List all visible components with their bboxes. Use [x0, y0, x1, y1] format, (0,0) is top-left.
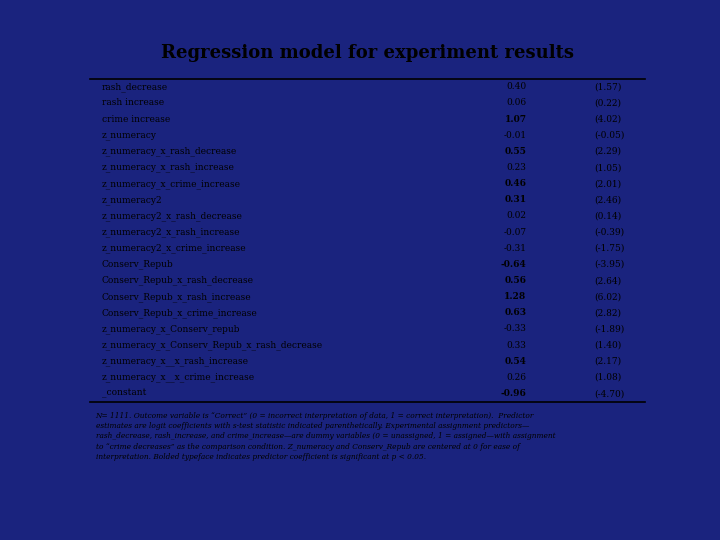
Text: (0.22): (0.22): [595, 98, 621, 107]
Text: (6.02): (6.02): [595, 292, 621, 301]
Text: (-0.05): (-0.05): [595, 131, 625, 140]
Text: -0.31: -0.31: [503, 244, 526, 253]
Text: crime increase: crime increase: [102, 114, 170, 124]
Text: z_numeracy_x__x_crime_increase: z_numeracy_x__x_crime_increase: [102, 373, 255, 382]
Text: 0.54: 0.54: [505, 357, 526, 366]
Text: Conserv_Repub_x_rash_decrease: Conserv_Repub_x_rash_decrease: [102, 276, 253, 286]
Text: 0.23: 0.23: [507, 163, 526, 172]
Text: Conserv_Repub: Conserv_Repub: [102, 260, 174, 269]
Text: -0.64: -0.64: [501, 260, 526, 269]
Text: z_numeracy_x_rash_increase: z_numeracy_x_rash_increase: [102, 163, 235, 172]
Text: (2.46): (2.46): [595, 195, 621, 204]
Text: 0.63: 0.63: [505, 308, 526, 318]
Text: (-0.39): (-0.39): [595, 228, 625, 237]
Text: Conserv_Repub_x_crime_increase: Conserv_Repub_x_crime_increase: [102, 308, 257, 318]
Text: (-1.89): (-1.89): [595, 325, 625, 334]
Text: (-4.70): (-4.70): [595, 389, 625, 398]
Text: (4.02): (4.02): [595, 114, 621, 124]
Text: rash increase: rash increase: [102, 98, 163, 107]
Text: -0.96: -0.96: [500, 389, 526, 398]
Text: 0.56: 0.56: [505, 276, 526, 285]
Text: 0.33: 0.33: [507, 341, 526, 349]
Text: 0.02: 0.02: [507, 212, 526, 220]
Text: z_numeracy2_x_rash_decrease: z_numeracy2_x_rash_decrease: [102, 211, 243, 221]
Text: (1.08): (1.08): [595, 373, 622, 382]
Text: 0.31: 0.31: [505, 195, 526, 204]
Text: (0.14): (0.14): [595, 212, 622, 220]
Text: (1.57): (1.57): [595, 82, 622, 91]
Text: N= 1111. Outcome variable is “Correct” (0 = incorrect interpretation of data, 1 : N= 1111. Outcome variable is “Correct” (…: [96, 411, 555, 461]
Text: (2.01): (2.01): [595, 179, 621, 188]
Text: rash_decrease: rash_decrease: [102, 82, 168, 92]
Text: z_numeracy_x_Conserv_Repub_x_rash_decrease: z_numeracy_x_Conserv_Repub_x_rash_decrea…: [102, 340, 323, 350]
Text: (2.17): (2.17): [595, 357, 621, 366]
Text: z_numeracy_x__x_rash_increase: z_numeracy_x__x_rash_increase: [102, 356, 248, 366]
Text: 0.40: 0.40: [506, 82, 526, 91]
Text: z_numeracy_x_Conserv_repub: z_numeracy_x_Conserv_repub: [102, 324, 240, 334]
Text: 0.26: 0.26: [507, 373, 526, 382]
Text: -0.01: -0.01: [503, 131, 526, 140]
Text: (1.05): (1.05): [595, 163, 622, 172]
Text: z_numeracy: z_numeracy: [102, 131, 156, 140]
Text: _constant: _constant: [102, 389, 146, 398]
Text: z_numeracy2_x_crime_increase: z_numeracy2_x_crime_increase: [102, 244, 246, 253]
Text: 0.55: 0.55: [505, 147, 526, 156]
Text: (2.29): (2.29): [595, 147, 621, 156]
Text: Conserv_Repub_x_rash_increase: Conserv_Repub_x_rash_increase: [102, 292, 251, 301]
Text: (1.40): (1.40): [595, 341, 622, 349]
Text: z_numeracy_x_rash_decrease: z_numeracy_x_rash_decrease: [102, 146, 237, 156]
Text: z_numeracy2_x_rash_increase: z_numeracy2_x_rash_increase: [102, 227, 240, 237]
Text: -0.07: -0.07: [503, 228, 526, 237]
Text: (-1.75): (-1.75): [595, 244, 625, 253]
Text: Regression model for experiment results: Regression model for experiment results: [161, 44, 574, 62]
Text: z_numeracy_x_crime_increase: z_numeracy_x_crime_increase: [102, 179, 240, 188]
Text: z_numeracy2: z_numeracy2: [102, 195, 162, 205]
Text: -0.33: -0.33: [504, 325, 526, 334]
Text: 0.06: 0.06: [506, 98, 526, 107]
Text: (-3.95): (-3.95): [595, 260, 625, 269]
Text: (2.64): (2.64): [595, 276, 621, 285]
Text: 1.07: 1.07: [505, 114, 526, 124]
Text: (2.82): (2.82): [595, 308, 621, 318]
Text: 1.28: 1.28: [504, 292, 526, 301]
Text: 0.46: 0.46: [505, 179, 526, 188]
